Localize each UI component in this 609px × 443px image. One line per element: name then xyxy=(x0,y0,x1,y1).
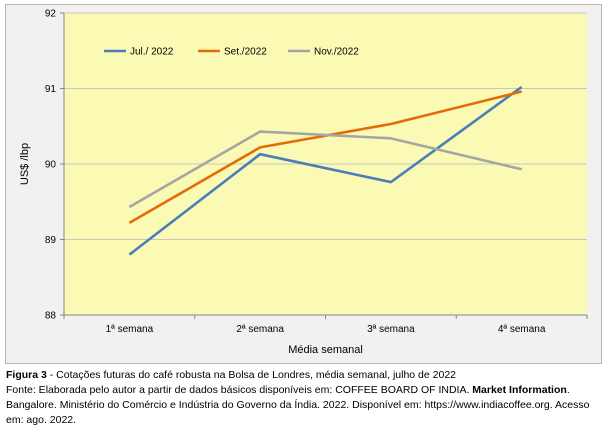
axes xyxy=(60,12,588,319)
source-text-end: . Bangalore. Ministério do Comércio e In… xyxy=(6,384,590,426)
legend-label: Set./2022 xyxy=(224,47,267,58)
series-line-3 xyxy=(128,130,522,209)
y-tick-label: 92 xyxy=(45,9,57,20)
legend-label: Nov./2022 xyxy=(314,47,359,58)
legend-label: Jul./ 2022 xyxy=(130,47,174,58)
line-chart: 88 89 90 91 92 1ª semana 2ª semana 3ª semana 4ª … xyxy=(19,9,588,356)
series-lines xyxy=(128,85,523,256)
source-text-start: Fonte: Elaborada pelo autor a partir de … xyxy=(6,384,473,396)
y-axis-title: US$ /lbp xyxy=(19,143,31,185)
source-publication: Market Information xyxy=(472,384,567,396)
x-tick-label: 3ª semana xyxy=(367,324,415,335)
figure-text: - Cotações futuras do café robusta na Bo… xyxy=(46,369,457,381)
tick-labels: 88 89 90 91 92 1ª semana 2ª semana 3ª semana 4ª … xyxy=(45,9,546,336)
y-tick-label: 89 xyxy=(45,235,57,246)
chart-frame: 88 89 90 91 92 1ª semana 2ª semana 3ª semana 4ª … xyxy=(5,4,602,364)
x-tick-label: 4ª semana xyxy=(498,324,546,335)
y-tick-label: 91 xyxy=(45,84,57,95)
figure-caption: Figura 3 - Cotações futuras do café robu… xyxy=(6,368,604,428)
caption-source: Fonte: Elaborada pelo autor a partir de … xyxy=(6,383,604,428)
series-line-1 xyxy=(128,85,523,256)
legend: Jul./ 2022 Set./2022 Nov./2022 xyxy=(104,47,359,58)
figure-label: Figura 3 xyxy=(6,369,47,381)
x-tick-label: 1ª semana xyxy=(106,324,154,335)
y-tick-label: 90 xyxy=(45,160,57,171)
y-tick-label: 88 xyxy=(45,311,57,322)
x-tick-label: 2ª semana xyxy=(236,324,284,335)
caption-title: Figura 3 - Cotações futuras do café robu… xyxy=(6,368,604,383)
x-axis-title: Média semanal xyxy=(288,344,363,356)
